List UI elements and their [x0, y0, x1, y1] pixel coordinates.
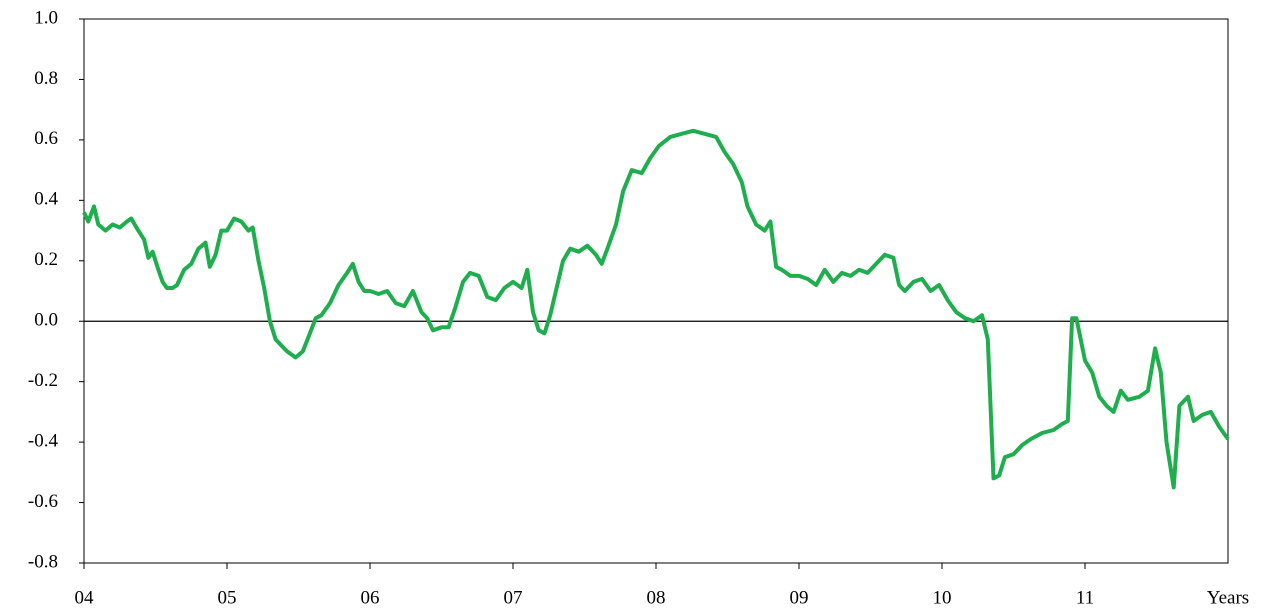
y-tick-label: 1.0	[34, 7, 58, 28]
y-tick-label: 0.6	[34, 128, 58, 149]
plot-frame	[83, 18, 1229, 564]
x-axis-label: Years	[1207, 587, 1249, 608]
x-tick-label: 05	[218, 587, 237, 608]
x-tick-label: 08	[647, 587, 666, 608]
x-tick-label: 11	[1076, 587, 1094, 608]
y-tick-label: -0.6	[28, 491, 58, 512]
y-tick-label: -0.8	[28, 551, 58, 572]
y-tick-label: 0.0	[34, 310, 58, 331]
y-tick-label: -0.2	[28, 370, 58, 391]
data-line	[82, 128, 1230, 490]
x-tick-label: 04	[75, 587, 95, 608]
y-tick-label: 0.2	[34, 249, 58, 270]
x-tick-label: 07	[504, 587, 523, 608]
y-tick-label: -0.4	[28, 430, 59, 451]
x-tick-label: 09	[790, 587, 809, 608]
x-tick-label: 10	[933, 587, 952, 608]
x-tick-label: 06	[361, 587, 380, 608]
y-tick-label: 0.8	[34, 68, 58, 89]
y-tick-label: 0.4	[34, 189, 58, 210]
